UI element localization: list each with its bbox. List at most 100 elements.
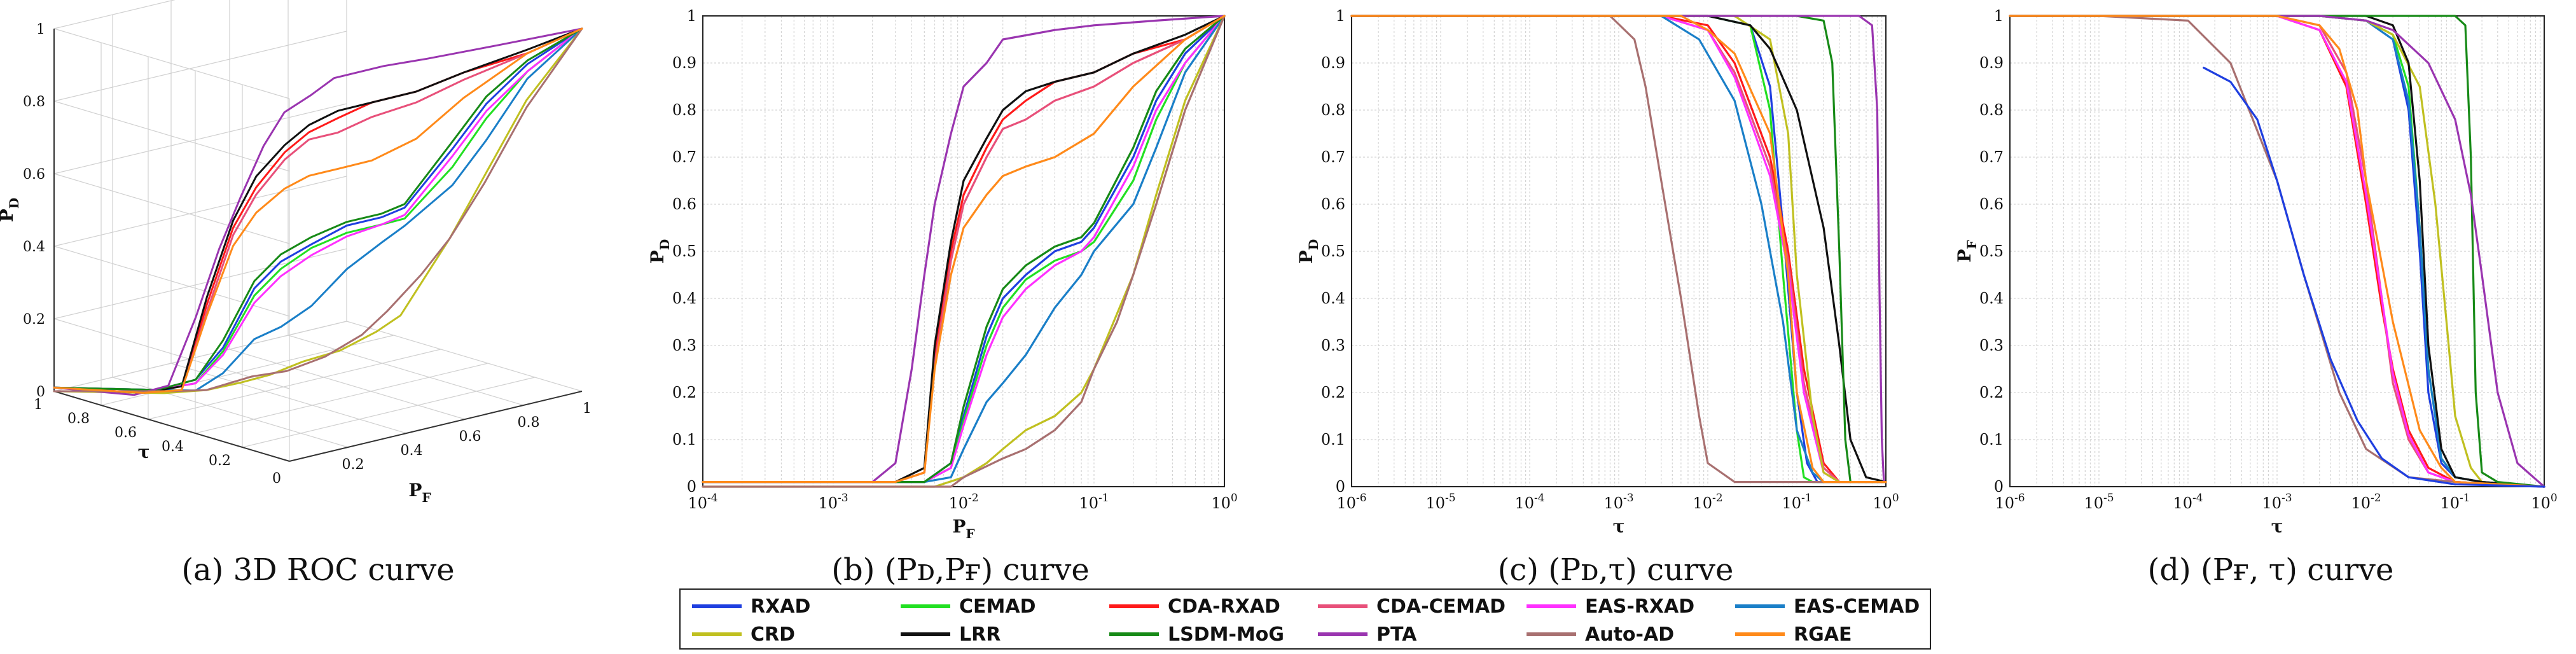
legend-label: RGAE: [1794, 623, 1852, 646]
legend-label: LSDM-MoG: [1168, 623, 1285, 646]
pf-tick-label: 1: [583, 401, 592, 417]
series-3d-rgae: [53, 27, 583, 394]
y-tick-label: 0.2: [1321, 384, 1345, 401]
series-group-3d: [53, 27, 583, 396]
grid-side-pd: [53, 28, 290, 99]
tau-axis-label: τ: [138, 442, 150, 463]
grid-wall-pd: [53, 176, 347, 247]
x-tick-label: 100: [1211, 492, 1237, 512]
series-line-eas-cemad: [702, 15, 1226, 484]
y-tick-label: 1: [687, 7, 696, 25]
tau-tick-label: 0.6: [114, 425, 137, 441]
series-3d-eas-rxad: [53, 27, 583, 391]
legend-label: LRR: [959, 623, 1001, 646]
legend-item: CEMAD: [901, 592, 1035, 620]
x-axis-label: τ: [2271, 516, 2283, 537]
x-tick-label: 10-4: [1514, 492, 1544, 512]
pf-tick-label: 0.6: [459, 429, 481, 445]
pd-tick-label: 1: [36, 22, 45, 38]
legend-swatch: [1318, 632, 1368, 636]
series-3d-pta: [53, 27, 583, 396]
y-tick-label: 0.3: [1321, 337, 1345, 354]
grid-wall-pd: [53, 248, 347, 319]
legend-item: CDA-RXAD: [1109, 592, 1280, 620]
x-tick-label: 10-1: [1782, 492, 1811, 512]
grid-floor-tau: [148, 349, 441, 420]
grid-floor-tau: [242, 377, 536, 448]
y-tick-label: 0.6: [672, 195, 696, 213]
series-line-rgae: [1350, 15, 1887, 484]
y-tick-label: 0: [1336, 478, 1345, 496]
x-tick-label: 10-5: [1425, 492, 1455, 512]
y-tick-label: 0.7: [672, 148, 696, 166]
pd-tick-label: 0.2: [23, 312, 45, 328]
z-axis-label: PD: [0, 198, 22, 222]
legend-label: RXAD: [751, 595, 811, 618]
legend-swatch: [1318, 604, 1368, 608]
grid-floor-pf: [346, 321, 583, 392]
legend-item: EAS-RXAD: [1527, 592, 1694, 620]
pd-tick-label: 0.6: [23, 167, 45, 183]
y-tick-label: 0.4: [1979, 289, 2004, 307]
series-line-pta: [2009, 15, 2545, 488]
tau-tick-label: 0.4: [162, 439, 184, 455]
series-line-eas-rxad: [2009, 15, 2545, 488]
y-tick-label: 0.5: [1979, 242, 2004, 260]
series-line-rgae: [702, 15, 1226, 484]
panel-pf-tau: 0 0.1 0.2 0.3 0.4 0.5 0.6 0.7 0.8 0.9 1 10-6 10-5 10-…: [1954, 7, 2558, 537]
series-line-rxad-b: [2203, 66, 2545, 488]
legend-item: RGAE: [1735, 620, 1852, 648]
legend-item: PTA: [1318, 620, 1416, 648]
legend-item: CRD: [692, 620, 795, 648]
pd-tick-label: 0.8: [23, 94, 45, 110]
x-tick-label: 10-5: [2084, 492, 2114, 512]
y-axis-label: PD: [647, 239, 672, 263]
y-tick-label: 0.9: [1979, 54, 2004, 72]
caption-c: (c) (Pᴅ,τ) curve: [1497, 552, 1734, 588]
y-tick-label: 0.2: [672, 384, 696, 401]
x-tick-label: 10-3: [818, 492, 848, 512]
gridlines: [2010, 16, 2544, 487]
x-tick-label: 10-3: [2262, 492, 2292, 512]
y-tick-label: 0.4: [672, 289, 696, 307]
series-group: [1350, 15, 1887, 484]
legend-swatch: [1109, 604, 1159, 608]
panel-pd-pf: 0 0.1 0.2 0.3 0.4 0.5 0.6 0.7 0.8 0.9 1 10-4 10-3 10-…: [647, 7, 1238, 541]
origin-tick-label: 0: [272, 471, 281, 487]
legend-swatch: [1735, 632, 1785, 636]
axis-pf: [289, 391, 583, 462]
series-line-eas-cemad: [1350, 15, 1887, 484]
series-group: [702, 15, 1226, 488]
legend-box: RXAD CEMAD CDA-RXAD CDA-CEMAD EAS-RXAD EAS-CE…: [679, 588, 1931, 650]
y-tick-label: 0.3: [1979, 337, 2004, 354]
legend-item: Auto-AD: [1527, 620, 1674, 648]
pf-tick-label: 0.2: [342, 457, 364, 473]
y-tick-label: 0.7: [1321, 148, 1345, 166]
x-tick-label: 10-2: [948, 492, 978, 512]
legend-swatch: [1735, 604, 1785, 608]
series-line-lsdm-mog: [702, 15, 1226, 484]
y-tick-label: 0.9: [672, 54, 696, 72]
x-axis-label: PF: [952, 516, 974, 541]
legend-label: CDA-RXAD: [1168, 595, 1280, 618]
grid-side-pd: [53, 101, 290, 172]
pf-tick-label: 0.4: [401, 443, 423, 459]
y-tick-label: 0.9: [1321, 54, 1345, 72]
series-line-lrr: [1350, 15, 1887, 484]
tau-tick-label: 0.2: [209, 453, 231, 469]
series-line-eas-rxad: [702, 15, 1226, 484]
x-tick-label: 10-2: [2351, 492, 2381, 512]
x-axis-label: PF: [408, 480, 431, 505]
legend-swatch: [1109, 632, 1159, 636]
grid-floor-pf: [170, 363, 407, 434]
y-tick-label: 0.6: [1979, 195, 2004, 213]
y-tick-label: 1: [1336, 7, 1345, 25]
pf-tick-label: 0.8: [518, 415, 540, 431]
grid-floor-pf: [229, 349, 466, 420]
axes-frame: [702, 15, 1225, 487]
grid-floor-pf: [287, 335, 524, 406]
y-tick-label: 0: [1994, 478, 2004, 496]
y-axis-label: PF: [1954, 240, 1979, 262]
caption-b: (b) (Pᴅ,Pғ) curve: [831, 552, 1090, 588]
